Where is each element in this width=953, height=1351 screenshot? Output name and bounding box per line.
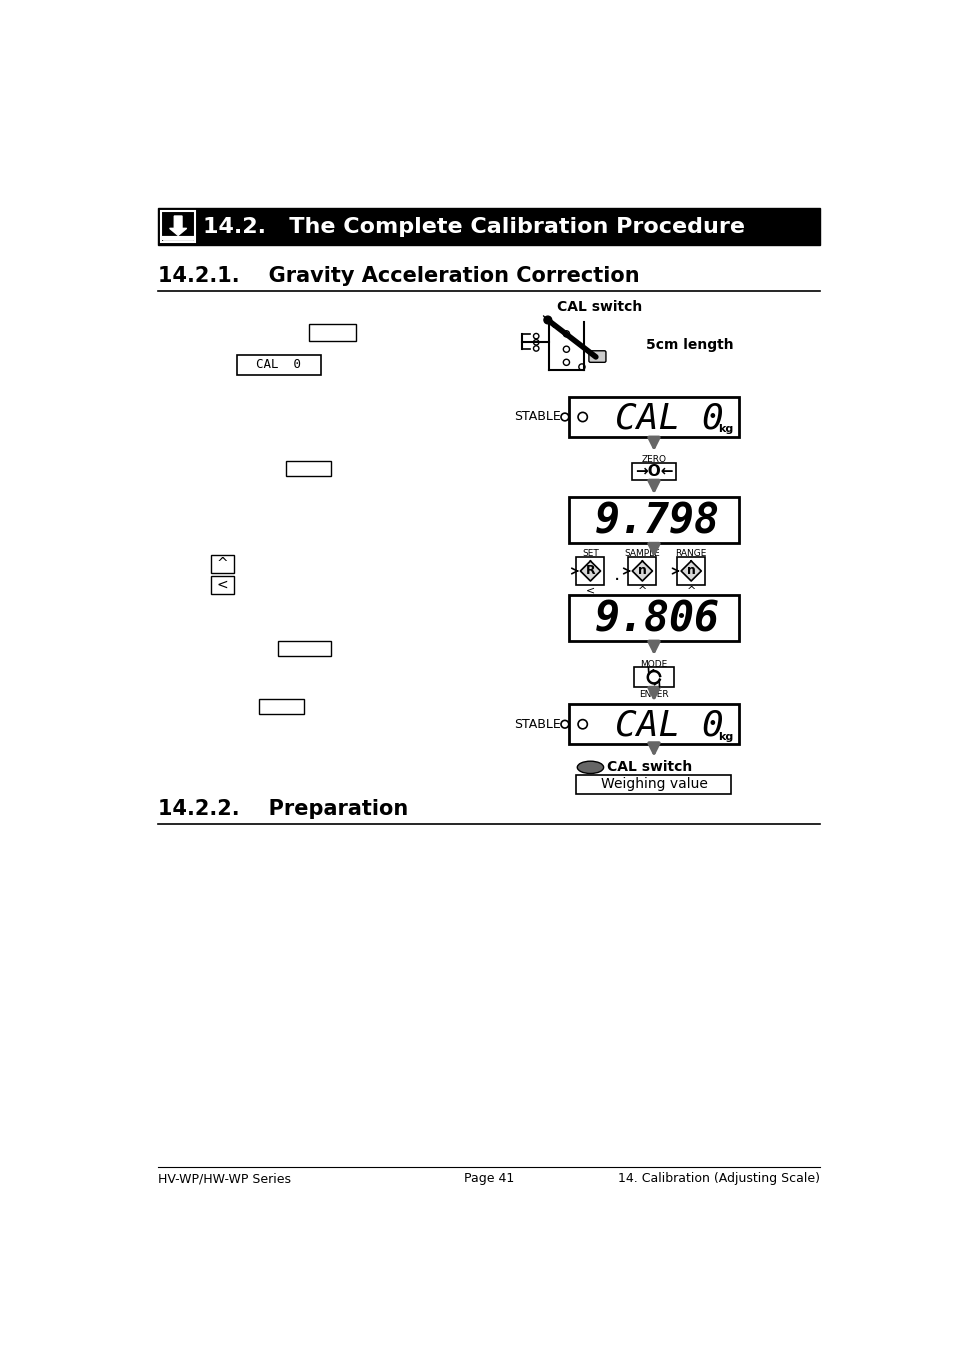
Text: n: n [686,565,695,577]
Text: SAMPLE: SAMPLE [624,549,659,558]
Bar [278,642,331,657]
FancyBboxPatch shape [588,351,605,362]
Polygon shape [632,561,652,581]
Text: ZERO: ZERO [640,455,666,465]
Bar [161,211,195,242]
Bar [286,461,331,477]
Text: STABLE: STABLE [514,717,560,731]
Bar [211,576,233,594]
Bar [158,208,819,246]
Text: CAL  0: CAL 0 [256,358,301,372]
Bar [236,354,320,374]
Text: <: < [585,585,595,596]
Text: 14.2.2.    Preparation: 14.2.2. Preparation [158,798,408,819]
Bar [633,667,674,688]
Text: <: < [216,578,228,592]
Text: ^: ^ [637,585,646,596]
Polygon shape [579,561,599,581]
Text: 9.806: 9.806 [595,598,720,640]
Text: CAL switch: CAL switch [607,761,692,774]
Bar [568,497,739,543]
Polygon shape [170,216,187,235]
Text: ^: ^ [686,585,695,596]
Bar [568,594,739,642]
Text: STABLE: STABLE [514,411,560,423]
Text: ^: ^ [216,557,228,571]
Bar [628,557,656,585]
Text: CAL switch: CAL switch [557,300,641,313]
Bar [258,698,303,715]
Text: 9.798: 9.798 [595,501,720,543]
Text: CAL 0: CAL 0 [615,401,723,435]
Bar [568,397,739,436]
Text: RANGE: RANGE [675,549,706,558]
Bar [211,555,233,573]
Text: n: n [638,565,646,577]
Text: 5cm length: 5cm length [645,338,733,351]
Bar [576,557,604,585]
Circle shape [543,316,551,324]
Text: CAL 0: CAL 0 [615,709,723,743]
Bar [576,775,731,793]
Text: HV-WP/HW-WP Series: HV-WP/HW-WP Series [158,1173,291,1185]
Text: R: R [585,565,595,577]
Text: 14.2.   The Complete Calibration Procedure: 14.2. The Complete Calibration Procedure [203,216,744,236]
Ellipse shape [577,761,603,774]
Text: 14.2.1.    Gravity Acceleration Correction: 14.2.1. Gravity Acceleration Correction [158,266,639,286]
Bar [568,704,739,744]
Text: kg: kg [717,731,732,742]
Text: →O←: →O← [634,465,673,480]
Bar [677,557,704,585]
Text: Page 41: Page 41 [463,1173,514,1185]
Text: Weighing value: Weighing value [600,777,707,792]
Text: ENTER: ENTER [639,689,668,698]
Text: MODE: MODE [639,659,667,669]
Text: 14. Calibration (Adjusting Scale): 14. Calibration (Adjusting Scale) [618,1173,819,1185]
Bar [632,463,675,480]
Text: SET: SET [581,549,598,558]
Polygon shape [680,561,700,581]
Bar [309,324,355,340]
Text: kg: kg [717,424,732,434]
Text: .: . [613,565,619,584]
